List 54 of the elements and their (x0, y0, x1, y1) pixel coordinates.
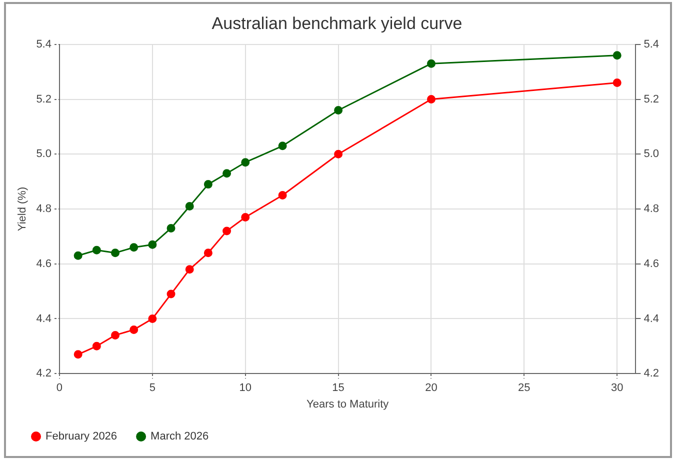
y-tick-label: 4.4 (36, 312, 52, 325)
y2-tick-label: 5.4 (644, 38, 660, 50)
y-tick-label: 5.4 (36, 38, 52, 50)
chart-title: Australian benchmark yield curve (212, 14, 462, 33)
x-axis-title: Years to Maturity (306, 398, 390, 410)
y-tick-label: 5.2 (36, 93, 52, 106)
x-tick-label: 25 (518, 382, 530, 394)
point (92, 246, 101, 254)
point (111, 248, 120, 258)
point (74, 251, 82, 260)
point (278, 191, 287, 200)
x-tick-label: 0 (56, 382, 63, 394)
y2-tick-label: 4.8 (644, 203, 660, 216)
point (148, 314, 157, 323)
y-axis-title: Yield (%) (16, 186, 29, 232)
y-tick-label: 5.0 (36, 148, 52, 160)
point (241, 212, 250, 222)
x-tick-label: 5 (149, 382, 156, 394)
y2-tick-label: 4.4 (644, 312, 660, 325)
y2-tick-label: 5.0 (644, 148, 660, 160)
legend-label: March 2026 (150, 430, 209, 443)
point (166, 290, 176, 298)
point (334, 106, 343, 114)
point (130, 325, 138, 334)
y2-tick-label: 5.2 (644, 93, 660, 106)
point (74, 350, 82, 359)
x-tick-label: 15 (332, 382, 344, 394)
point (130, 243, 138, 252)
point (426, 59, 436, 68)
point (334, 150, 343, 158)
y-tick-label: 4.6 (36, 258, 52, 270)
y2-tick-label: 4.2 (644, 368, 660, 380)
point (612, 51, 622, 60)
point (222, 169, 232, 178)
x-tick-label: 20 (425, 382, 438, 394)
point (241, 158, 250, 167)
x-tick-label: 30 (610, 382, 624, 394)
point (426, 95, 436, 104)
point (222, 226, 232, 236)
point (92, 342, 101, 350)
legend-label: February 2026 (46, 430, 118, 443)
y-tick-label: 4.2 (36, 368, 52, 380)
y2-tick-label: 4.6 (644, 258, 660, 270)
point (204, 180, 212, 189)
point (278, 142, 287, 150)
y-tick-label: 4.8 (36, 203, 52, 216)
point (166, 224, 176, 232)
point (185, 265, 194, 274)
point (148, 240, 157, 249)
point (204, 248, 212, 258)
point (612, 78, 622, 88)
point (185, 202, 194, 211)
x-tick-label: 10 (239, 382, 252, 394)
point (111, 330, 120, 340)
